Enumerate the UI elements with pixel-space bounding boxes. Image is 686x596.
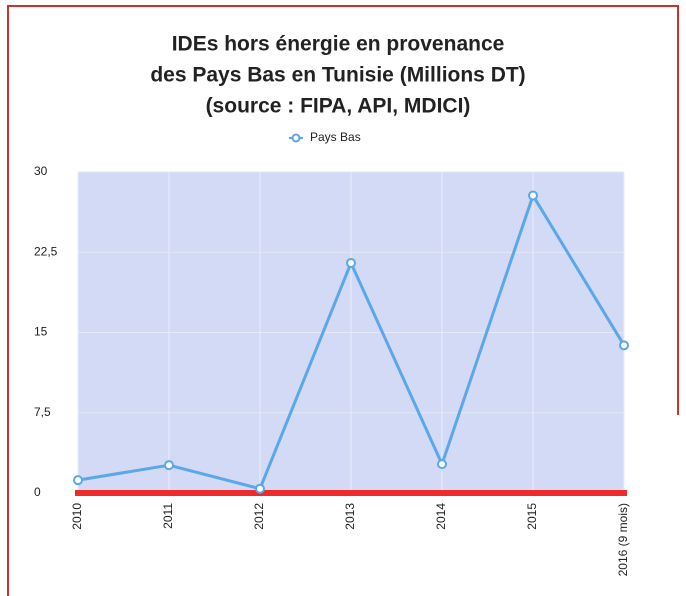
data-point (528, 190, 538, 201)
frame (7, 5, 679, 596)
y-tick-label: 22,5 (34, 244, 58, 258)
x-tick-label: 2014 (434, 503, 448, 530)
data-point (437, 459, 447, 470)
data-point (346, 257, 356, 268)
x-tick-label: 2011 (161, 503, 175, 529)
y-tick-label: 0 (34, 485, 41, 499)
data-point (164, 460, 174, 471)
y-tick-label: 15 (34, 325, 48, 339)
x-tick-label: 2013 (343, 503, 357, 530)
y-tick-label: 7,5 (34, 405, 51, 419)
chart-title: IDEs hors énergie en provenance (172, 33, 505, 56)
data-point (619, 340, 629, 351)
x-tick-label: 2012 (252, 503, 266, 530)
legend-label: Pays Bas (310, 130, 361, 144)
x-tick-label: 2015 (525, 503, 539, 530)
data-point (255, 483, 265, 494)
x-tick-label: 2016 (9 mois) (616, 503, 630, 576)
chart-title: des Pays Bas en Tunisie (Millions DT) (150, 64, 525, 87)
chart-title: (source : FIPA, API, MDICI) (206, 95, 471, 118)
x-tick-label: 2010 (70, 503, 84, 530)
legend-marker (291, 133, 301, 143)
y-tick-label: 30 (34, 164, 48, 178)
data-point (73, 475, 83, 486)
